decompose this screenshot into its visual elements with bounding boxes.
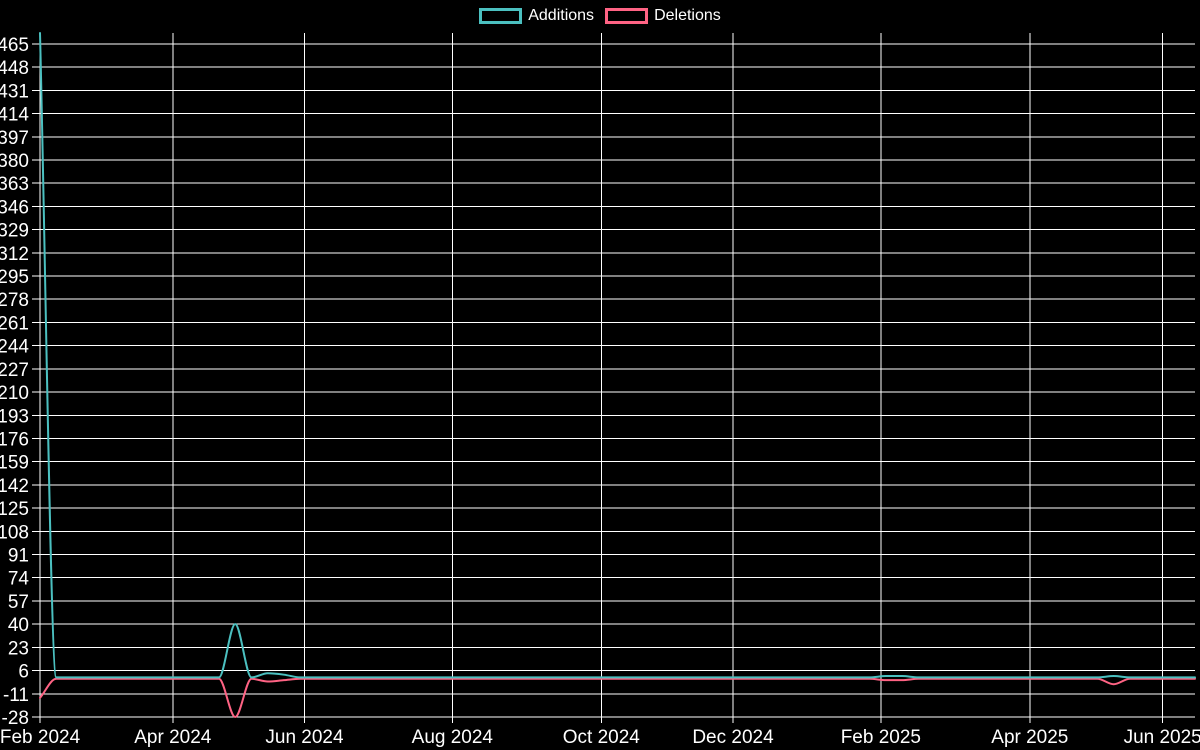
x-tick-label: Feb 2024: [0, 727, 81, 748]
y-tick-label: 125: [0, 499, 29, 520]
y-tick-label: 414: [0, 105, 29, 126]
y-tick-label: 91: [8, 546, 29, 567]
y-tick-label: 278: [0, 290, 29, 311]
x-tick-label: Apr 2024: [134, 727, 212, 748]
x-tick-label: Aug 2024: [412, 727, 494, 748]
y-tick-label: 312: [0, 244, 29, 265]
legend-item-additions[interactable]: Additions: [479, 8, 594, 24]
y-tick-label: 448: [0, 58, 29, 79]
y-tick-label: 74: [8, 569, 30, 590]
y-tick-label: 363: [0, 174, 29, 195]
y-tick-label: -28: [2, 708, 29, 729]
additions-line: [39, 32, 1196, 679]
legend-item-deletions[interactable]: Deletions: [605, 8, 721, 24]
x-tick-label: Jun 2024: [265, 727, 344, 748]
y-tick-label: 261: [0, 313, 29, 334]
legend-label-additions: Additions: [528, 7, 595, 24]
y-tick-label: 346: [0, 197, 29, 218]
y-tick-label: -11: [3, 685, 29, 706]
y-tick-label: 40: [8, 615, 29, 636]
x-tick-label: Oct 2024: [563, 727, 641, 748]
legend-swatch-additions-icon: [479, 8, 523, 24]
legend-label-deletions: Deletions: [654, 7, 721, 24]
y-tick-label: 227: [0, 360, 29, 381]
legend-swatch-deletions-icon: [605, 8, 649, 24]
y-tick-label: 244: [0, 337, 29, 358]
y-tick-label: 57: [8, 592, 29, 613]
y-tick-label: 380: [0, 151, 29, 172]
y-tick-label: 193: [0, 406, 29, 427]
x-tick-label: Dec 2024: [692, 727, 774, 748]
chart-legend: Additions Deletions: [0, 8, 1200, 24]
y-tick-label: 142: [0, 476, 29, 497]
x-tick-label: Apr 2025: [991, 727, 1068, 748]
x-tick-label: Jun 2025: [1124, 727, 1200, 748]
y-tick-label: 159: [0, 453, 29, 474]
y-tick-label: 23: [8, 638, 29, 659]
y-tick-label: 6: [18, 662, 29, 683]
y-tick-label: 329: [0, 221, 29, 242]
y-tick-label: 210: [0, 383, 29, 404]
y-tick-label: 108: [0, 522, 29, 543]
deletions-line: [39, 677, 1196, 718]
y-tick-label: 176: [0, 429, 29, 450]
y-tick-label: 431: [0, 81, 29, 102]
y-tick-label: 465: [0, 35, 29, 56]
x-tick-label: Feb 2025: [841, 727, 921, 748]
y-tick-label: 397: [0, 128, 29, 149]
y-tick-label: 295: [0, 267, 29, 288]
